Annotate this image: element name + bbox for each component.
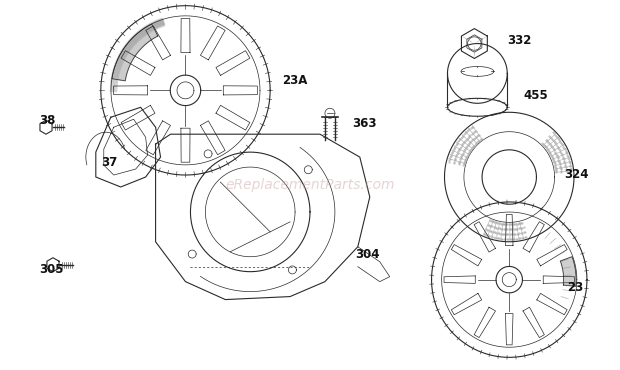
Text: eReplacementParts.com: eReplacementParts.com [225, 178, 395, 192]
Text: 305: 305 [39, 263, 63, 276]
Text: 363: 363 [352, 117, 376, 130]
Text: 38: 38 [39, 114, 55, 127]
Text: 23: 23 [567, 281, 583, 294]
Text: 304: 304 [355, 248, 379, 261]
Polygon shape [112, 24, 157, 81]
Text: 332: 332 [507, 34, 531, 47]
Text: 324: 324 [564, 168, 588, 181]
Text: 37: 37 [101, 156, 117, 169]
Text: 23A: 23A [282, 74, 308, 87]
Polygon shape [560, 257, 576, 286]
Text: 455: 455 [523, 89, 548, 102]
